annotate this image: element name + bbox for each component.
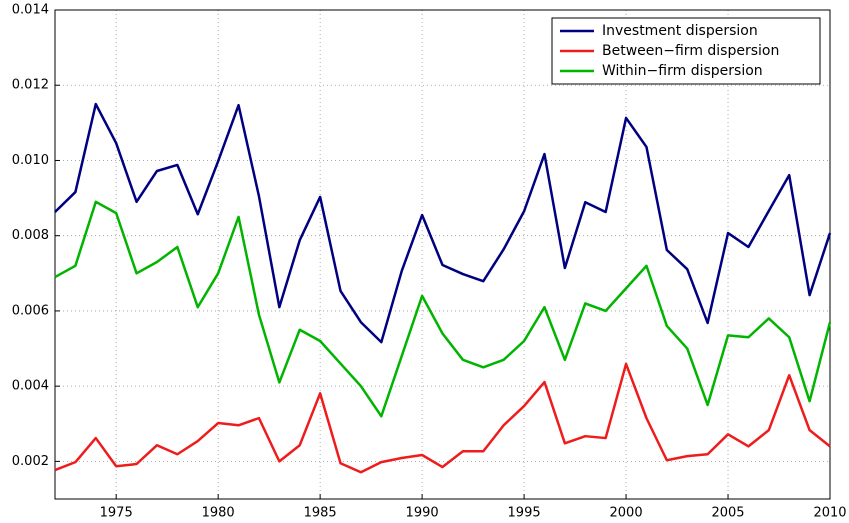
x-tick-label: 2005	[711, 506, 744, 521]
x-tick-label: 1990	[406, 506, 439, 521]
y-tick-label: 0.004	[12, 379, 49, 394]
x-tick-label: 2010	[813, 506, 846, 521]
series-line	[54, 200, 832, 418]
x-tick-label: 1995	[508, 506, 541, 521]
series-line	[54, 102, 832, 344]
series-line	[54, 362, 831, 474]
legend-label: Investment dispersion	[602, 23, 758, 39]
legend-box	[551, 17, 821, 85]
y-tick-label: 0.002	[12, 454, 49, 469]
x-tick-label: 1980	[202, 506, 235, 521]
legend-label: Between−firm dispersion	[602, 43, 779, 59]
y-tick-label: 0.012	[12, 78, 49, 93]
y-tick-label: 0.014	[12, 3, 49, 18]
legend-label: Within−firm dispersion	[602, 63, 763, 79]
x-tick-label: 1975	[100, 506, 133, 521]
x-tick-label: 2000	[610, 506, 643, 521]
legend: Investment dispersion Between−firm disper…	[551, 17, 821, 85]
y-tick-label: 0.010	[12, 153, 49, 168]
plot-frame	[54, 9, 831, 500]
x-tick-label: 1985	[304, 506, 337, 521]
y-tick-label: 0.008	[12, 228, 49, 243]
y-tick-label: 0.006	[12, 303, 49, 318]
